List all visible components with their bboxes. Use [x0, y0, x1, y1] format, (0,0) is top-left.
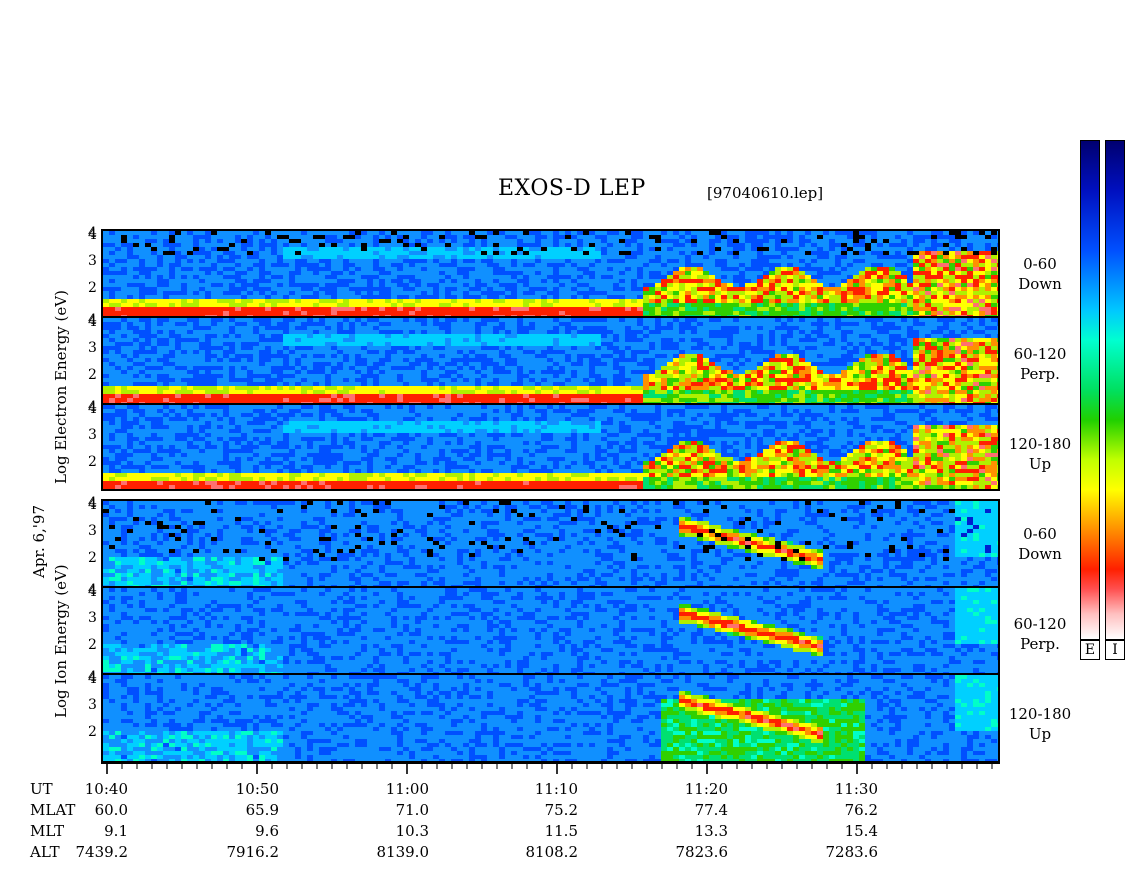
- electron-panel-0: [103, 231, 998, 319]
- y-tick-label: 3: [88, 696, 97, 713]
- panel-divider: [101, 586, 1000, 588]
- pitch-range: 0-60: [1023, 255, 1057, 273]
- pitch-dir: Down: [1018, 275, 1062, 293]
- electron-panel-2: [103, 405, 998, 489]
- y-tick-label: 4: [88, 399, 97, 416]
- row-label-mlat: MLAT: [30, 801, 76, 819]
- ephemeris-mlt-value: 10.3: [395, 822, 429, 840]
- pitch-dir: Down: [1018, 545, 1062, 563]
- ion-panel-2: [103, 675, 998, 761]
- electron-panel-1: [103, 318, 998, 406]
- colorbar-label-i: I: [1105, 640, 1125, 660]
- y-tick-label: 4: [88, 312, 97, 329]
- ephemeris-mlat-value: 65.9: [245, 801, 279, 819]
- ion-colorbar: [1105, 140, 1125, 640]
- row-label-alt: ALT: [30, 843, 60, 861]
- pitch-range: 120-180: [1008, 705, 1072, 723]
- y-tick-label: 2: [88, 549, 97, 566]
- pitch-label-i-down: 0-60 Down: [1005, 524, 1075, 564]
- ephemeris-ut-value: 11:20: [684, 780, 728, 798]
- y-tick-label: 4: [88, 669, 97, 686]
- ephemeris-mlat-value: 71.0: [395, 801, 429, 819]
- pitch-dir: Perp.: [1020, 635, 1060, 653]
- ephemeris-alt-value: 7916.2: [226, 843, 280, 861]
- pitch-label-e-up: 120-180 Up: [1005, 434, 1075, 474]
- y-tick-label: 2: [88, 453, 97, 470]
- y-tick-label: 4: [88, 584, 97, 600]
- ion-y-axis-label: Log Ion Energy (eV): [52, 564, 70, 718]
- electron-spectrogram-block: [101, 229, 1000, 491]
- ephemeris-mlt-value: 13.3: [694, 822, 728, 840]
- ephemeris-mlat-value: 77.4: [694, 801, 728, 819]
- ion-spectrogram-block: [101, 499, 1000, 763]
- y-tick-label: 4: [88, 401, 97, 417]
- electron-colorbar: [1080, 140, 1100, 640]
- ephemeris-ut-value: 11:30: [834, 780, 878, 798]
- ephemeris-alt-value: 8139.0: [376, 843, 430, 861]
- panel-divider: [101, 316, 1000, 318]
- pitch-label-i-up: 120-180 Up: [1005, 704, 1075, 744]
- ephemeris-alt-value: 8108.2: [525, 843, 579, 861]
- pitch-dir: Up: [1028, 455, 1052, 473]
- electron-y-axis-label: Log Electron Energy (eV): [52, 290, 70, 484]
- row-label-mlt: MLT: [30, 822, 65, 840]
- y-tick-label: 3: [88, 339, 97, 356]
- ephemeris-mlat-value: 75.2: [544, 801, 578, 819]
- y-tick-label: 3: [88, 252, 97, 269]
- pitch-label-e-perp: 60-120 Perp.: [1005, 344, 1075, 384]
- ephemeris-alt-value: 7823.6: [675, 843, 729, 861]
- pitch-range: 60-120: [1013, 345, 1067, 363]
- ephemeris-ut-value: 10:40: [84, 780, 128, 798]
- chart-title: EXOS-D LEP: [498, 176, 646, 201]
- y-tick-label: 3: [88, 522, 97, 539]
- y-tick-label: 2: [88, 279, 97, 296]
- time-axis-ticks: [106, 763, 993, 774]
- pitch-label-e-down: 0-60 Down: [1005, 254, 1075, 294]
- ephemeris-mlt-value: 9.6: [255, 822, 279, 840]
- pitch-label-i-perp: 60-120 Perp.: [1005, 614, 1075, 654]
- ephemeris-alt-value: 7283.6: [825, 843, 879, 861]
- electron-spectrogram-svg: [103, 231, 998, 489]
- y-tick-label: 4: [88, 495, 97, 512]
- pitch-range: 120-180: [1008, 435, 1072, 453]
- ephemeris-ut-value: 11:00: [385, 780, 429, 798]
- y-tick-label: 2: [88, 723, 97, 740]
- ephemeris-mlat-value: 60.0: [94, 801, 128, 819]
- row-label-ut: UT: [30, 780, 53, 798]
- ephemeris-mlat-value: 76.2: [844, 801, 878, 819]
- ephemeris-mlt-value: 15.4: [844, 822, 878, 840]
- y-tick-label: 4: [88, 227, 97, 243]
- pitch-range: 60-120: [1013, 615, 1067, 633]
- ephemeris-ut-value: 10:50: [235, 780, 279, 798]
- pitch-range: 0-60: [1023, 525, 1057, 543]
- ephemeris-mlt-value: 9.1: [104, 822, 128, 840]
- y-tick-label: 4: [88, 671, 97, 687]
- date-label: Apr. 6,'97: [30, 504, 48, 578]
- y-tick-label: 3: [88, 609, 97, 626]
- file-name: [97040610.lep]: [707, 184, 824, 202]
- ion-panel-1: [103, 588, 998, 676]
- panel-divider: [101, 673, 1000, 675]
- ion-spectrogram-svg: [103, 501, 998, 761]
- y-tick-label: 4: [88, 314, 97, 330]
- ion-panel-0: [103, 501, 998, 589]
- ephemeris-ut-value: 11:10: [534, 780, 578, 798]
- panel-divider: [101, 403, 1000, 405]
- ephemeris-mlt-value: 11.5: [544, 822, 578, 840]
- ephemeris-alt-value: 7439.2: [75, 843, 129, 861]
- y-tick-label: 3: [88, 426, 97, 443]
- y-tick-label: 4: [88, 225, 97, 242]
- colorbar-label-e: E: [1080, 640, 1100, 660]
- y-tick-label: 2: [88, 366, 97, 383]
- y-tick-label: 2: [88, 636, 97, 653]
- y-tick-label: 4: [88, 582, 97, 599]
- time-axis-line: [101, 763, 1000, 764]
- pitch-dir: Up: [1028, 725, 1052, 743]
- pitch-dir: Perp.: [1020, 365, 1060, 383]
- y-tick-label: 4: [88, 497, 97, 513]
